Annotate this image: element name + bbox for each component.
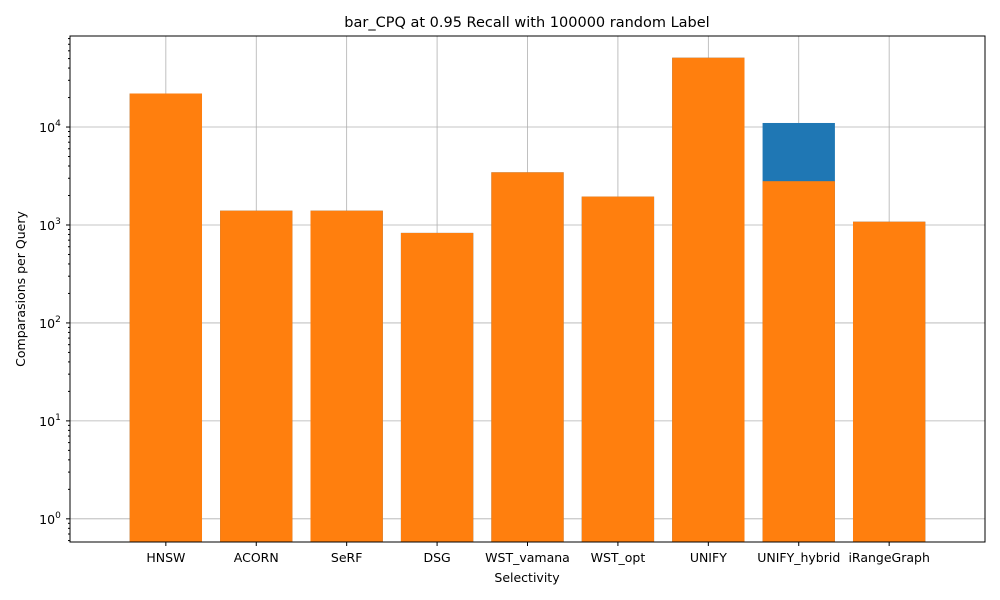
bars-layer (129, 57, 926, 543)
x-tick-label: iRangeGraph (848, 550, 929, 565)
bar (400, 232, 474, 542)
x-tick-label: HNSW (146, 550, 185, 565)
bar (310, 210, 383, 543)
x-tick-label: SeRF (331, 550, 363, 565)
x-tick-label: UNIFY (690, 550, 727, 565)
bar (491, 172, 564, 543)
chart-title: bar_CPQ at 0.95 Recall with 100000 rando… (344, 15, 709, 31)
bar (220, 210, 293, 543)
bar (852, 221, 926, 543)
x-tick-label: DSG (423, 550, 450, 565)
bar (762, 181, 835, 542)
x-axis-label: Selectivity (494, 570, 560, 585)
bar (672, 57, 745, 542)
y-tick-label: 100 (39, 511, 61, 527)
y-tick-label: 102 (39, 315, 61, 331)
x-tick-label: ACORN (234, 550, 279, 565)
x-tick-label: UNIFY_hybrid (757, 550, 840, 565)
x-tick-label: WST_opt (591, 550, 646, 565)
bar (581, 196, 655, 542)
y-axis-label: Comparasions per Query (13, 211, 28, 367)
y-tick-label: 104 (39, 119, 61, 135)
x-tick-label: WST_vamana (485, 550, 570, 565)
bar (129, 93, 203, 543)
plot-frame (69, 35, 986, 543)
y-tick-label: 101 (39, 413, 61, 429)
y-tick-label: 103 (39, 217, 61, 233)
